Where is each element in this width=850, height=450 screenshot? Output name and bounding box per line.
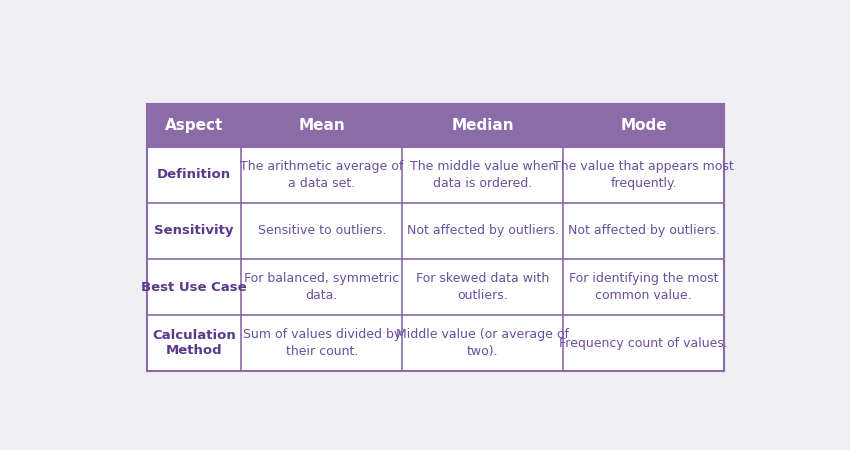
Text: Not affected by outliers.: Not affected by outliers. bbox=[568, 225, 720, 238]
Text: Calculation
Method: Calculation Method bbox=[152, 329, 236, 357]
Text: Middle value (or average of
two).: Middle value (or average of two). bbox=[396, 328, 570, 358]
Text: Not affected by outliers.: Not affected by outliers. bbox=[406, 225, 558, 238]
Text: Sum of values divided by
their count.: Sum of values divided by their count. bbox=[242, 328, 401, 358]
Text: Sensitivity: Sensitivity bbox=[155, 225, 234, 238]
Text: For balanced, symmetric
data.: For balanced, symmetric data. bbox=[244, 272, 400, 302]
Bar bbox=[147, 104, 724, 147]
Bar bbox=[147, 104, 724, 371]
Text: For skewed data with
outliers.: For skewed data with outliers. bbox=[416, 272, 549, 302]
Text: Aspect: Aspect bbox=[165, 118, 224, 133]
Text: Definition: Definition bbox=[157, 168, 231, 181]
Text: The arithmetic average of
a data set.: The arithmetic average of a data set. bbox=[240, 160, 404, 190]
Text: The value that appears most
frequently.: The value that appears most frequently. bbox=[553, 160, 734, 190]
Text: Median: Median bbox=[451, 118, 514, 133]
Text: Mode: Mode bbox=[620, 118, 667, 133]
Text: Best Use Case: Best Use Case bbox=[141, 280, 247, 293]
Text: The middle value when
data is ordered.: The middle value when data is ordered. bbox=[410, 160, 556, 190]
Text: For identifying the most
common value.: For identifying the most common value. bbox=[569, 272, 718, 302]
Text: Mean: Mean bbox=[298, 118, 345, 133]
Text: Frequency count of values.: Frequency count of values. bbox=[559, 337, 728, 350]
Text: Sensitive to outliers.: Sensitive to outliers. bbox=[258, 225, 386, 238]
